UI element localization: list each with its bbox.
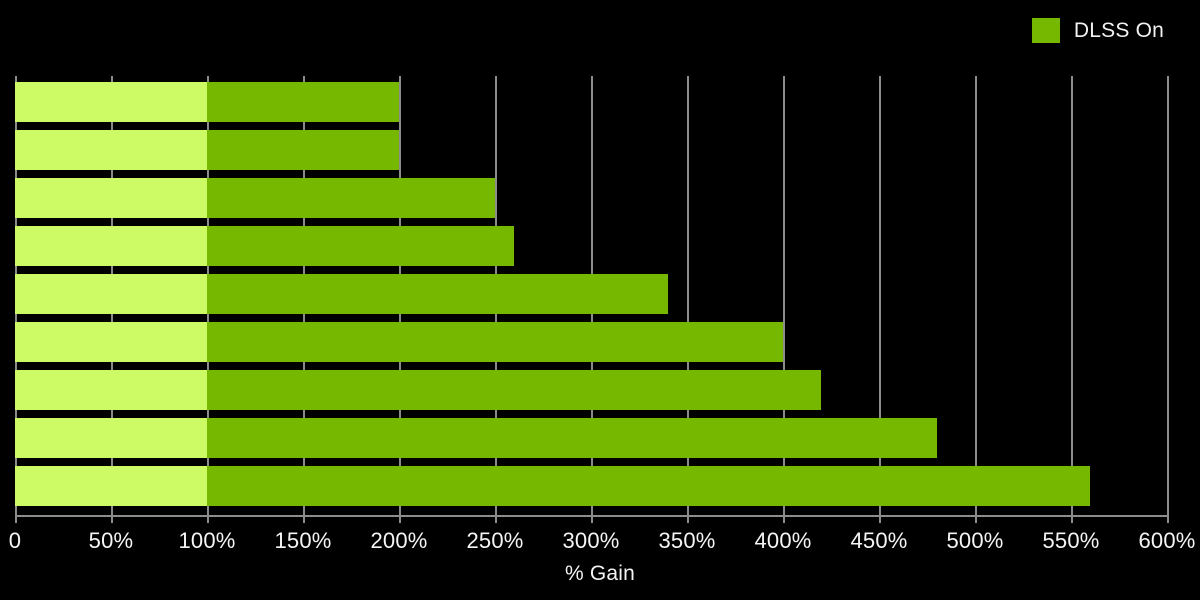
x-axis-tick <box>207 517 209 523</box>
x-axis-tick <box>303 517 305 523</box>
x-axis-tick <box>495 517 497 523</box>
x-axis-tick-label: 0 <box>8 528 22 553</box>
x-axis-tick <box>879 517 881 523</box>
x-axis-tick-label: 50% <box>88 528 134 553</box>
bar-segment-dlss-on <box>207 370 822 410</box>
bar-segment-baseline <box>15 82 207 122</box>
x-axis-tick-label: 550% <box>1042 528 1100 553</box>
bar-row <box>15 130 399 170</box>
bar-segment-baseline <box>15 370 207 410</box>
gridline <box>1071 76 1073 516</box>
x-axis-tick <box>111 517 113 523</box>
x-axis-tick-label: 400% <box>754 528 812 553</box>
bar-segment-baseline <box>15 466 207 506</box>
bar-segment-dlss-on <box>207 418 937 458</box>
x-axis-tick-label: 150% <box>274 528 332 553</box>
gridline <box>783 76 785 516</box>
bar-row <box>15 322 783 362</box>
bar-row <box>15 226 515 266</box>
bar-segment-dlss-on <box>207 130 399 170</box>
bar-group <box>15 76 1167 516</box>
x-axis-tick <box>399 517 401 523</box>
gridline <box>975 76 977 516</box>
x-axis-tick-label: 350% <box>658 528 716 553</box>
bar-segment-dlss-on <box>207 274 668 314</box>
chart-legend: DLSS On <box>1031 14 1164 46</box>
x-axis-tick <box>975 517 977 523</box>
x-axis-tick-label: 600% <box>1138 528 1196 553</box>
bar-segment-baseline <box>15 322 207 362</box>
gridline <box>879 76 881 516</box>
legend-label-dlss-on: DLSS On <box>1073 18 1164 42</box>
x-axis-tick <box>687 517 689 523</box>
bar-row <box>15 418 937 458</box>
bar-segment-dlss-on <box>207 466 1091 506</box>
bar-segment-dlss-on <box>207 82 399 122</box>
bar-segment-baseline <box>15 178 207 218</box>
x-axis-tick <box>1167 517 1169 523</box>
bar-row <box>15 82 399 122</box>
bar-segment-baseline <box>15 418 207 458</box>
x-axis-tick-label: 500% <box>946 528 1004 553</box>
gridline <box>687 76 689 516</box>
bar-segment-baseline <box>15 274 207 314</box>
x-axis-tick <box>783 517 785 523</box>
x-axis-title: % Gain <box>564 562 636 585</box>
x-axis-tick-label: 100% <box>178 528 236 553</box>
legend-swatch-dlss-on <box>1031 17 1060 43</box>
x-axis-tick <box>15 517 17 523</box>
bar-segment-dlss-on <box>207 322 783 362</box>
bar-row <box>15 370 822 410</box>
bar-segment-baseline <box>15 130 207 170</box>
x-axis-tick-label: 300% <box>562 528 620 553</box>
x-axis-tick <box>591 517 593 523</box>
x-axis-tick <box>1071 517 1073 523</box>
plot-area <box>15 76 1169 516</box>
bar-row <box>15 466 1091 506</box>
x-axis-line <box>15 515 1169 517</box>
gridline <box>1167 76 1169 516</box>
bar-row <box>15 178 495 218</box>
bar-segment-dlss-on <box>207 226 515 266</box>
bar-segment-dlss-on <box>207 178 495 218</box>
bar-segment-baseline <box>15 226 207 266</box>
x-axis-tick-label: 450% <box>850 528 908 553</box>
x-axis-tick-label: 200% <box>370 528 428 553</box>
x-axis-tick-label: 250% <box>466 528 524 553</box>
bar-row <box>15 274 668 314</box>
